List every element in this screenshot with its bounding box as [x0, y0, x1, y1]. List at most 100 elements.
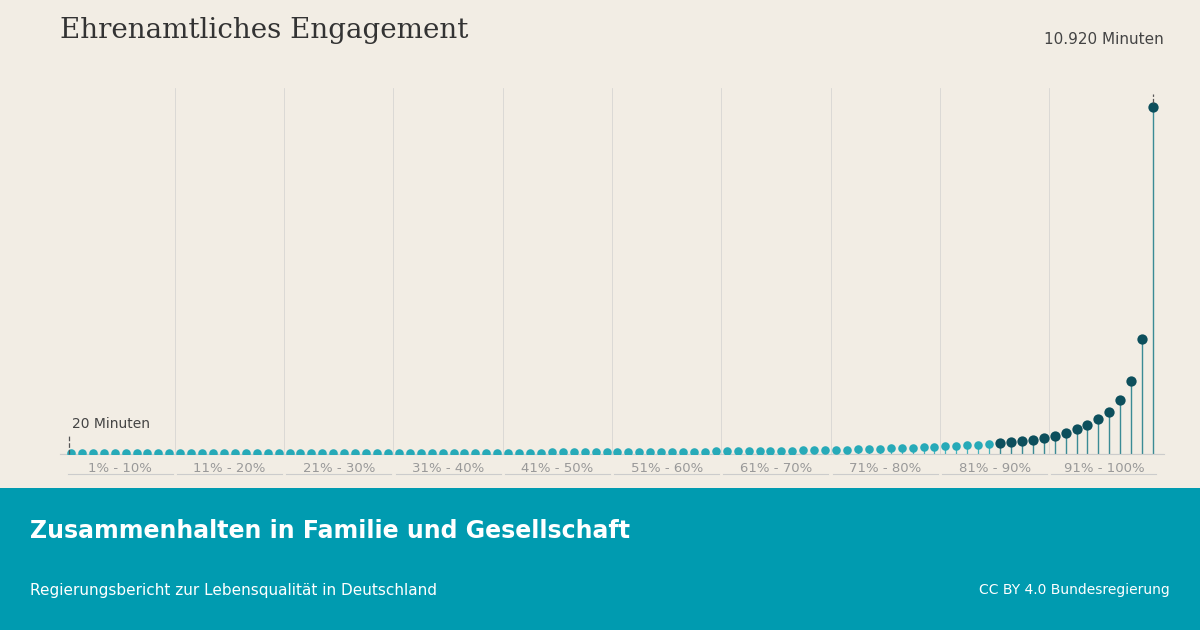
- Point: [258, 448, 277, 458]
- Point: [444, 448, 463, 458]
- Point: [575, 447, 594, 457]
- Point: [269, 448, 288, 458]
- Point: [838, 445, 857, 455]
- Point: [335, 448, 354, 458]
- Point: [782, 445, 802, 455]
- Point: [455, 448, 474, 458]
- Point: [739, 446, 758, 456]
- Point: [892, 443, 911, 453]
- Point: [542, 447, 562, 457]
- Point: [1122, 376, 1141, 386]
- Point: [728, 446, 748, 456]
- Point: [630, 447, 649, 457]
- Point: [72, 449, 91, 459]
- Point: [596, 447, 616, 457]
- Point: [127, 449, 146, 459]
- Point: [106, 449, 125, 459]
- Point: [170, 449, 190, 459]
- Point: [236, 448, 256, 458]
- Point: [707, 447, 726, 457]
- Point: [881, 444, 900, 454]
- Point: [192, 448, 211, 458]
- Point: [149, 449, 168, 459]
- Text: 10.920 Minuten: 10.920 Minuten: [1044, 32, 1164, 47]
- Text: 20 Minuten: 20 Minuten: [72, 417, 150, 432]
- Point: [226, 448, 245, 458]
- Point: [805, 445, 824, 455]
- Text: CC BY 4.0 Bundesregierung: CC BY 4.0 Bundesregierung: [979, 583, 1170, 597]
- Point: [958, 440, 977, 450]
- Point: [718, 446, 737, 456]
- Point: [400, 448, 419, 458]
- Point: [925, 442, 944, 452]
- Text: kleiner Umfang: kleiner Umfang: [60, 519, 162, 532]
- Text: Zusammenhalten in Familie und Gesellschaft: Zusammenhalten in Familie und Gesellscha…: [30, 518, 630, 543]
- Point: [61, 449, 80, 459]
- Point: [466, 448, 485, 458]
- Point: [1078, 420, 1097, 430]
- Point: [947, 441, 966, 451]
- Point: [564, 447, 583, 457]
- Point: [356, 448, 376, 458]
- Point: [553, 447, 572, 457]
- Text: Ehrenamtliches Engagement: Ehrenamtliches Engagement: [60, 17, 468, 44]
- Point: [116, 449, 136, 459]
- Point: [979, 439, 998, 449]
- Point: [1111, 395, 1130, 405]
- Point: [412, 448, 431, 458]
- Point: [695, 447, 714, 457]
- Point: [1013, 436, 1032, 446]
- Point: [138, 449, 157, 459]
- Point: [313, 448, 332, 458]
- Point: [761, 446, 780, 456]
- Point: [586, 447, 605, 457]
- Point: [684, 447, 703, 457]
- Point: [1056, 428, 1075, 438]
- Point: [532, 447, 551, 457]
- Point: [498, 448, 517, 458]
- Point: [914, 442, 934, 452]
- Point: [1133, 334, 1152, 344]
- Point: [750, 446, 769, 456]
- Point: [816, 445, 835, 455]
- Point: [487, 448, 506, 458]
- Point: [290, 448, 310, 458]
- Point: [433, 448, 452, 458]
- Point: [280, 448, 299, 458]
- Point: [859, 444, 878, 454]
- Point: [662, 447, 682, 457]
- Point: [204, 448, 223, 458]
- Text: grosser Umfang: grosser Umfang: [1058, 519, 1164, 532]
- Point: [247, 448, 266, 458]
- Point: [302, 448, 322, 458]
- Point: [1067, 425, 1086, 435]
- Point: [772, 445, 791, 455]
- Point: [793, 445, 812, 455]
- Point: [968, 440, 988, 450]
- Point: [1024, 435, 1043, 445]
- Point: [181, 449, 200, 459]
- Point: [510, 447, 529, 457]
- Point: [619, 447, 638, 457]
- Point: [1034, 433, 1054, 443]
- Point: [1099, 406, 1118, 416]
- Point: [1001, 437, 1020, 447]
- Point: [827, 445, 846, 455]
- Point: [902, 443, 922, 453]
- Point: [83, 449, 102, 459]
- Point: [652, 447, 671, 457]
- Point: [870, 444, 889, 454]
- Text: Regierungsbericht zur Lebensqualität in Deutschland: Regierungsbericht zur Lebensqualität in …: [30, 583, 437, 598]
- Point: [324, 448, 343, 458]
- Point: [521, 447, 540, 457]
- Point: [346, 448, 365, 458]
- Point: [160, 449, 179, 459]
- Point: [848, 444, 868, 454]
- Point: [367, 448, 386, 458]
- Point: [1045, 431, 1064, 441]
- Point: [94, 449, 113, 459]
- Point: [641, 447, 660, 457]
- Point: [936, 442, 955, 452]
- Point: [608, 447, 628, 457]
- Point: [1144, 101, 1163, 112]
